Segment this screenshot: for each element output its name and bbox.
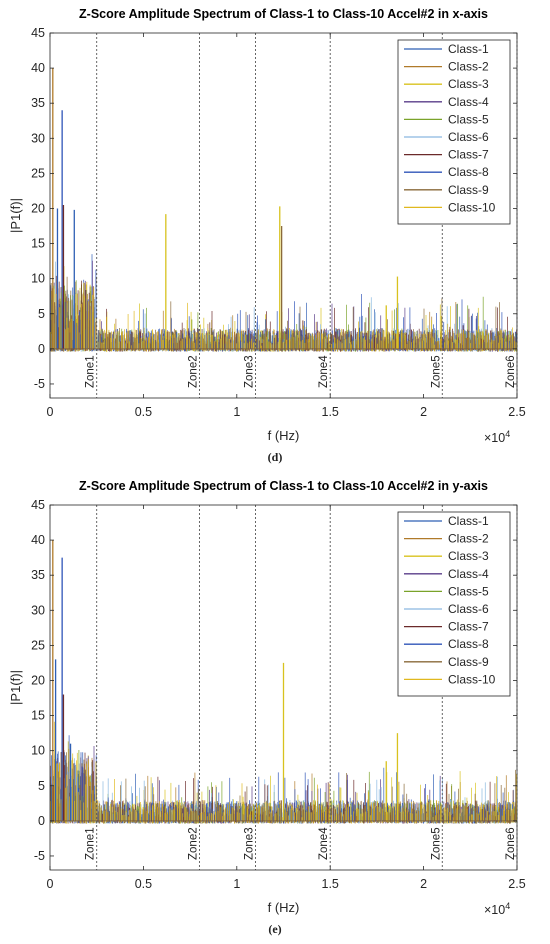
y-tick-label: 45: [31, 498, 45, 512]
series-group: [50, 68, 517, 352]
y-tick-label: 35: [31, 96, 45, 110]
chart-panel-x-axis: Z-Score Amplitude Spectrum of Class-1 to…: [8, 7, 526, 464]
y-tick-label: -5: [34, 377, 45, 391]
zone-label: Zone3: [243, 355, 255, 388]
legend-box: [397, 511, 511, 697]
x-tick-label: 1: [233, 405, 240, 419]
y-axis-label: |P1(f)|: [8, 198, 23, 233]
x-tick-label: 0.5: [135, 405, 152, 419]
y-tick-label: 5: [38, 779, 45, 793]
x-tick-label: 2.5: [508, 877, 525, 891]
chart-title: Z-Score Amplitude Spectrum of Class-1 to…: [79, 479, 488, 493]
legend-item: Class-3: [448, 549, 489, 563]
x-axis-label: f (Hz): [268, 900, 300, 915]
x-tick-label: 0: [47, 405, 54, 419]
legend-item: Class-3: [448, 77, 489, 91]
y-tick-label: 25: [31, 166, 45, 180]
legend-item: Class-10: [448, 672, 496, 686]
legend-item: Class-9: [448, 655, 489, 669]
y-tick-label: 30: [31, 131, 45, 145]
legend-item: Class-4: [448, 95, 489, 109]
legend-item: Class-4: [448, 567, 489, 581]
series-line-class-10: [50, 721, 517, 824]
zone-label: Zone6: [505, 355, 517, 388]
spectrum-chart-y-axis: Z-Score Amplitude Spectrum of Class-1 to…: [8, 479, 526, 917]
x-tick-label: 1.5: [322, 405, 339, 419]
y-tick-label: 35: [31, 568, 45, 582]
y-tick-label: 5: [38, 307, 45, 321]
y-tick-label: -5: [34, 849, 45, 863]
y-tick-label: 10: [31, 272, 45, 286]
zone-label: Zone4: [318, 827, 330, 860]
series-line-class-10: [50, 281, 517, 352]
legend-item: Class-5: [448, 112, 489, 126]
spectrum-chart-x-axis: Z-Score Amplitude Spectrum of Class-1 to…: [8, 7, 526, 445]
y-tick-label: 25: [31, 638, 45, 652]
zone-label: Zone1: [85, 355, 97, 388]
x-tick-label: 0.5: [135, 877, 152, 891]
y-tick-label: 10: [31, 744, 45, 758]
x-multiplier: ×104: [484, 901, 510, 917]
x-tick-label: 1.5: [322, 877, 339, 891]
y-tick-label: 15: [31, 709, 45, 723]
zone-label: Zone4: [318, 355, 330, 388]
panel-caption-e: (e): [268, 922, 282, 936]
y-tick-label: 15: [31, 237, 45, 251]
y-tick-label: 40: [31, 533, 45, 547]
x-tick-label: 2.5: [508, 405, 525, 419]
zone-label: Zone2: [187, 355, 199, 388]
zone-label: Zone5: [430, 355, 442, 388]
axes-box: [49, 504, 518, 871]
y-tick-label: 20: [31, 673, 45, 687]
legend-item: Class-6: [448, 130, 489, 144]
legend-item: Class-10: [448, 200, 496, 214]
legend-item: Class-7: [448, 620, 489, 634]
x-tick-label: 0: [47, 877, 54, 891]
x-axis-label: f (Hz): [268, 428, 300, 443]
legend-item: Class-2: [448, 60, 489, 74]
y-tick-label: 0: [38, 814, 45, 828]
zone-label: Zone3: [243, 827, 255, 860]
legend-item: Class-8: [448, 165, 489, 179]
legend-item: Class-1: [448, 514, 489, 528]
zone-label: Zone6: [505, 827, 517, 860]
x-tick-label: 2: [420, 405, 427, 419]
zone-label: Zone5: [430, 827, 442, 860]
zone-label: Zone1: [85, 827, 97, 860]
series-group: [50, 540, 517, 824]
chart-panel-y-axis: Z-Score Amplitude Spectrum of Class-1 to…: [0, 472, 550, 944]
x-multiplier: ×104: [484, 429, 510, 445]
panel-caption-d: (d): [267, 450, 283, 464]
legend-item: Class-2: [448, 532, 489, 546]
chart-title: Z-Score Amplitude Spectrum of Class-1 to…: [79, 7, 488, 21]
legend-item: Class-9: [448, 183, 489, 197]
x-tick-label: 2: [420, 877, 427, 891]
y-tick-label: 0: [38, 342, 45, 356]
y-tick-label: 40: [31, 61, 45, 75]
legend-item: Class-5: [448, 584, 489, 598]
y-axis-label: |P1(f)|: [8, 670, 23, 705]
legend-item: Class-6: [448, 602, 489, 616]
legend-item: Class-7: [448, 148, 489, 162]
y-tick-label: 30: [31, 603, 45, 617]
zone-label: Zone2: [187, 827, 199, 860]
x-tick-label: 1: [233, 877, 240, 891]
legend-box: [397, 39, 511, 225]
legend-item: Class-8: [448, 637, 489, 651]
y-tick-label: 45: [31, 26, 45, 40]
legend-item: Class-1: [448, 42, 489, 56]
y-tick-label: 20: [31, 201, 45, 215]
axes-box: [49, 32, 518, 399]
